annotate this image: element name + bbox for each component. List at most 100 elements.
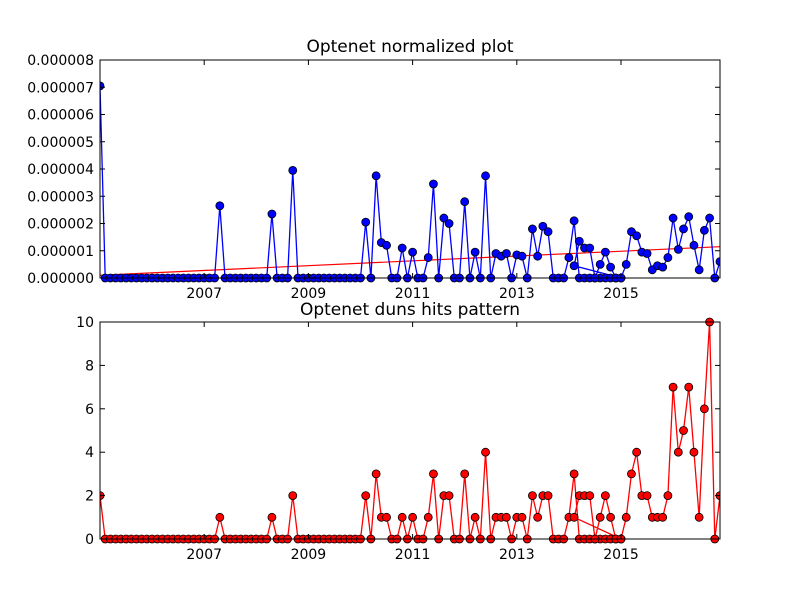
bottom-data-point: [383, 513, 391, 521]
top-y-tick-label: 0.000005: [27, 135, 94, 151]
top-data-point: [424, 254, 432, 262]
bottom-data-point: [518, 513, 526, 521]
bottom-data-point: [659, 513, 667, 521]
top-data-point: [372, 172, 380, 180]
top-data-point: [601, 248, 609, 256]
top-data-point: [643, 249, 651, 257]
top-x-tick-label: 2007: [186, 286, 222, 302]
bottom-data-point: [372, 470, 380, 478]
top-data-point: [586, 244, 594, 252]
top-data-point: [565, 254, 573, 262]
top-y-tick-label: 0.000004: [27, 162, 94, 178]
top-data-point: [669, 214, 677, 222]
bottom-data-point: [685, 383, 693, 391]
top-y-tick-label: 0.000000: [27, 271, 94, 287]
bottom-data-point: [502, 513, 510, 521]
bottom-y-tick-label: 0: [85, 532, 94, 548]
bottom-data-point: [680, 427, 688, 435]
bottom-x-tick-label: 2009: [291, 547, 327, 563]
top-data-point: [570, 262, 578, 270]
bottom-chart-title: Optenet duns hits pattern: [300, 300, 520, 320]
bottom-data-point: [664, 492, 672, 500]
top-data-point: [383, 241, 391, 249]
top-data-point: [362, 218, 370, 226]
top-data-point: [482, 172, 490, 180]
bottom-data-point: [586, 492, 594, 500]
top-data-point: [685, 213, 693, 221]
top-data-point: [700, 226, 708, 234]
bottom-data-point: [482, 448, 490, 456]
bottom-data-point: [669, 383, 677, 391]
bottom-data-point: [471, 513, 479, 521]
bottom-data-point: [362, 492, 370, 500]
top-x-tick-label: 2015: [603, 286, 639, 302]
bottom-data-point: [700, 405, 708, 413]
bottom-data-point: [216, 513, 224, 521]
top-data-point: [471, 248, 479, 256]
bottom-data-point: [398, 513, 406, 521]
top-data-point: [570, 217, 578, 225]
top-y-tick-label: 0.000003: [27, 189, 94, 205]
top-y-tick-label: 0.000002: [27, 217, 94, 233]
bottom-data-point: [534, 513, 542, 521]
bottom-y-tick-label: 10: [76, 315, 94, 331]
bottom-data-point: [690, 448, 698, 456]
bottom-x-tick-label: 2013: [499, 547, 535, 563]
top-data-point: [622, 260, 630, 268]
bottom-y-tick-label: 4: [85, 445, 94, 461]
top-data-point: [445, 220, 453, 228]
top-data-point: [461, 198, 469, 206]
top-data-point: [216, 202, 224, 210]
bottom-y-tick-label: 8: [85, 358, 94, 374]
top-data-point: [544, 228, 552, 236]
top-data-point: [289, 166, 297, 174]
top-chart-title: Optenet normalized plot: [306, 37, 513, 57]
top-y-tick-label: 0.000001: [27, 244, 94, 260]
top-y-tick-label: 0.000008: [27, 53, 94, 69]
bottom-data-point: [622, 513, 630, 521]
top-data-point: [690, 241, 698, 249]
top-data-point: [575, 237, 583, 245]
top-data-point: [429, 180, 437, 188]
bottom-data-point: [596, 513, 604, 521]
top-data-point: [706, 214, 714, 222]
top-y-tick-label: 0.000007: [27, 80, 94, 96]
top-data-point: [596, 260, 604, 268]
top-data-point: [607, 263, 615, 271]
bottom-data-point: [695, 513, 703, 521]
top-y-tick-label: 0.000006: [27, 108, 94, 124]
top-data-point: [680, 225, 688, 233]
top-data-point: [502, 249, 510, 257]
top-data-point: [633, 232, 641, 240]
bottom-data-point: [268, 513, 276, 521]
bottom-data-point: [445, 492, 453, 500]
bottom-x-tick-label: 2007: [186, 547, 222, 563]
bottom-data-point: [544, 492, 552, 500]
bottom-y-tick-label: 2: [85, 489, 94, 505]
bottom-data-point: [528, 492, 536, 500]
bottom-data-point: [643, 492, 651, 500]
bottom-data-point: [429, 470, 437, 478]
top-data-point: [659, 263, 667, 271]
top-data-point: [695, 266, 703, 274]
bottom-data-point: [633, 448, 641, 456]
top-data-point: [674, 245, 682, 253]
bottom-data-point: [570, 513, 578, 521]
top-data-point: [268, 210, 276, 218]
bottom-data-point: [607, 513, 615, 521]
top-data-point: [398, 244, 406, 252]
bottom-x-tick-label: 2015: [603, 547, 639, 563]
bottom-data-point: [461, 470, 469, 478]
top-data-point: [518, 252, 526, 260]
bottom-data-point: [674, 448, 682, 456]
bottom-data-point: [570, 470, 578, 478]
bottom-data-point: [289, 492, 297, 500]
bottom-x-tick-label: 2011: [395, 547, 431, 563]
bottom-data-point: [627, 470, 635, 478]
top-data-point: [409, 248, 417, 256]
bottom-y-tick-label: 6: [85, 402, 94, 418]
top-data-point: [534, 252, 542, 260]
top-data-point: [528, 225, 536, 233]
bottom-data-point: [424, 513, 432, 521]
